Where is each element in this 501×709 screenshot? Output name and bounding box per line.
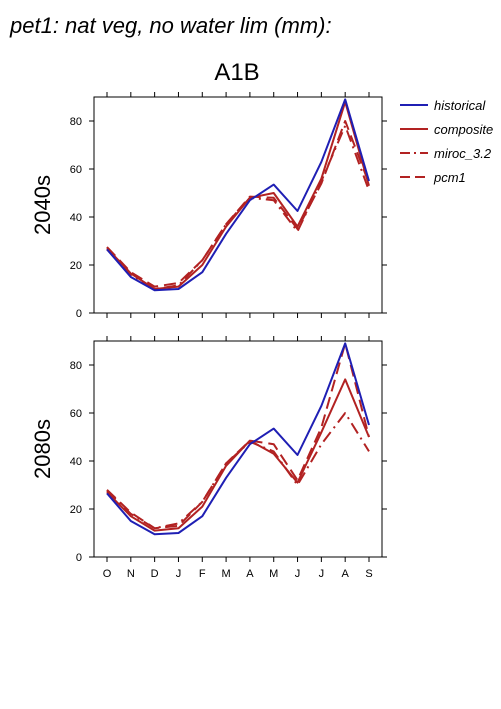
y-tick-label: 0	[76, 308, 82, 320]
panel-2040s: 0 20 40 60 80 2040s	[30, 92, 387, 320]
y-tick-label: 20	[70, 504, 82, 516]
y-tick-label: 40	[70, 456, 82, 468]
plot-frame	[93, 96, 383, 314]
x-tick-label: M	[269, 568, 278, 580]
y-tick-label: 60	[70, 164, 82, 176]
legend-item: miroc_3.2	[400, 146, 492, 161]
x-tick-label: S	[365, 568, 372, 580]
x-tick-label: A	[342, 568, 350, 580]
x-tick-label: F	[199, 568, 206, 580]
y-tick-label: 60	[70, 408, 82, 420]
scenario-label: A1B	[214, 59, 259, 86]
legend: historical composite miroc_3.2 pcm1	[400, 98, 493, 185]
legend-item: pcm1	[400, 170, 466, 185]
legend-label: miroc_3.2	[434, 146, 492, 161]
x-tick-label: D	[151, 568, 159, 580]
series-line-pcm1	[106, 120, 370, 288]
x-tick-label: N	[127, 568, 135, 580]
plot-frame	[93, 340, 383, 558]
y-tick-label: 0	[76, 552, 82, 564]
legend-label: pcm1	[433, 170, 466, 185]
series-line-composite	[106, 100, 370, 290]
legend-item: historical	[400, 98, 486, 113]
legend-item: composite	[400, 122, 493, 137]
x-tick-label: J	[176, 568, 182, 580]
x-tick-label: J	[295, 568, 301, 580]
x-tick-label: O	[103, 568, 112, 580]
y-tick-label: 80	[70, 360, 82, 372]
figure-title: pet1: nat veg, no water lim (mm):	[9, 13, 332, 38]
legend-label: composite	[434, 122, 493, 137]
x-tick-label: A	[246, 568, 254, 580]
y-tick-label: 20	[70, 260, 82, 272]
series-line-composite	[106, 378, 370, 532]
series-line-historical	[106, 342, 370, 536]
y-tick-label: 80	[70, 116, 82, 128]
y-tick-label: 40	[70, 212, 82, 224]
x-tick-label: J	[319, 568, 325, 580]
series-line-miroc-3-2	[106, 412, 370, 530]
series-line-historical	[106, 98, 370, 292]
y-axis-title: 2080s	[30, 419, 55, 479]
y-axis-title: 2040s	[30, 175, 55, 235]
panels: 0 20 40 60 80 2040s 0 20 40 60 80 2080s O N D J F M A M J J A S	[30, 92, 387, 580]
x-tick-label: M	[222, 568, 231, 580]
series-line-pcm1	[106, 342, 370, 530]
legend-label: historical	[434, 98, 486, 113]
panel-2080s: 0 20 40 60 80 2080s O N D J F M A M J J A S	[30, 336, 387, 580]
